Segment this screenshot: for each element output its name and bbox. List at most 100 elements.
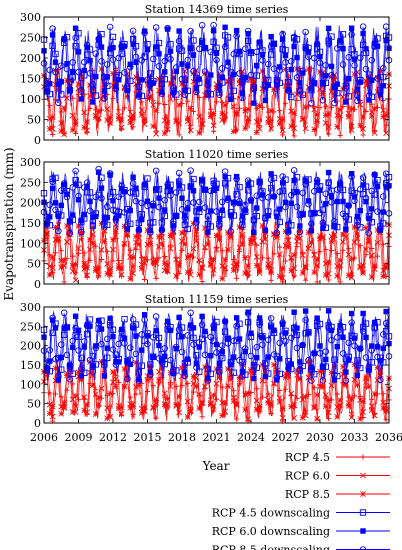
data-point — [179, 333, 185, 340]
data-point — [164, 183, 171, 190]
data-point — [239, 231, 246, 238]
data-point — [170, 366, 177, 373]
data-point — [64, 223, 70, 229]
data-point — [107, 315, 113, 322]
data-point — [61, 325, 67, 332]
data-point — [63, 351, 71, 359]
data-point — [104, 270, 111, 277]
data-point — [331, 377, 338, 383]
data-point — [90, 363, 96, 369]
data-point — [208, 208, 214, 214]
data-point — [239, 94, 246, 102]
data-point — [142, 276, 148, 283]
data-point — [326, 131, 332, 137]
data-point — [75, 250, 82, 256]
data-point — [290, 324, 298, 331]
data-point — [374, 35, 381, 42]
x-tick-label: 2036 — [375, 431, 402, 444]
data-point — [81, 124, 88, 131]
data-point — [273, 234, 280, 241]
data-point — [342, 382, 349, 388]
data-point — [112, 361, 120, 368]
data-point — [179, 364, 185, 371]
data-point — [176, 183, 182, 189]
data-point — [52, 50, 59, 58]
data-point — [262, 227, 269, 233]
data-point — [204, 377, 212, 384]
data-point — [357, 122, 364, 129]
data-point — [78, 376, 85, 383]
data-point — [334, 272, 341, 279]
data-point — [282, 203, 289, 211]
data-point — [187, 27, 194, 35]
data-point — [288, 191, 295, 199]
data-point — [342, 78, 349, 85]
x-tick-label: 2015 — [134, 431, 162, 444]
data-point — [253, 48, 260, 56]
data-point — [75, 347, 82, 354]
data-point — [138, 362, 145, 369]
data-point — [106, 170, 114, 177]
data-point — [147, 70, 154, 77]
data-point — [98, 44, 105, 50]
data-point — [244, 177, 252, 184]
data-point — [66, 376, 74, 383]
data-point — [83, 322, 91, 329]
data-point — [167, 187, 174, 193]
data-point — [239, 240, 246, 247]
data-point — [314, 391, 321, 398]
data-point — [133, 233, 139, 240]
data-point — [161, 76, 168, 83]
data-point — [319, 377, 327, 384]
data-point — [256, 321, 263, 328]
data-point — [276, 188, 284, 195]
data-point — [244, 310, 252, 317]
data-point — [193, 364, 200, 371]
data-point — [380, 345, 386, 352]
data-point — [363, 78, 369, 84]
data-point — [66, 365, 73, 372]
data-point — [104, 82, 111, 90]
data-point — [60, 309, 68, 317]
data-point — [98, 66, 105, 72]
data-point — [336, 38, 344, 45]
data-point — [187, 127, 194, 134]
data-point — [268, 107, 275, 114]
data-point — [185, 380, 191, 386]
data-point — [98, 30, 105, 38]
data-point — [201, 204, 209, 211]
data-point — [308, 239, 315, 246]
data-point — [49, 185, 56, 192]
data-point — [377, 227, 384, 233]
data-point — [253, 262, 260, 269]
data-point — [87, 57, 93, 64]
data-point — [336, 179, 344, 187]
data-point — [179, 61, 185, 67]
data-point — [164, 181, 171, 188]
data-point — [277, 387, 283, 394]
data-point — [302, 46, 309, 52]
data-point — [193, 383, 200, 390]
data-point — [254, 62, 260, 69]
data-point — [265, 354, 271, 360]
data-point — [351, 194, 358, 200]
data-point — [153, 328, 159, 334]
data-point — [262, 373, 269, 380]
data-point — [363, 375, 369, 382]
data-point — [244, 27, 252, 35]
data-point — [251, 375, 257, 382]
data-point — [195, 198, 203, 206]
data-point — [205, 78, 211, 85]
data-point — [368, 274, 375, 280]
data-point — [167, 48, 174, 54]
data-point — [121, 189, 128, 195]
legend-label: RCP 8.5 — [285, 488, 330, 501]
data-point — [348, 395, 355, 402]
data-point — [233, 32, 240, 40]
data-point — [118, 182, 125, 189]
data-point — [305, 330, 312, 336]
legend-marker — [360, 454, 366, 460]
data-point — [207, 48, 214, 56]
y-tick-label: 200 — [20, 197, 41, 210]
x-tick-label: 2018 — [168, 431, 196, 444]
